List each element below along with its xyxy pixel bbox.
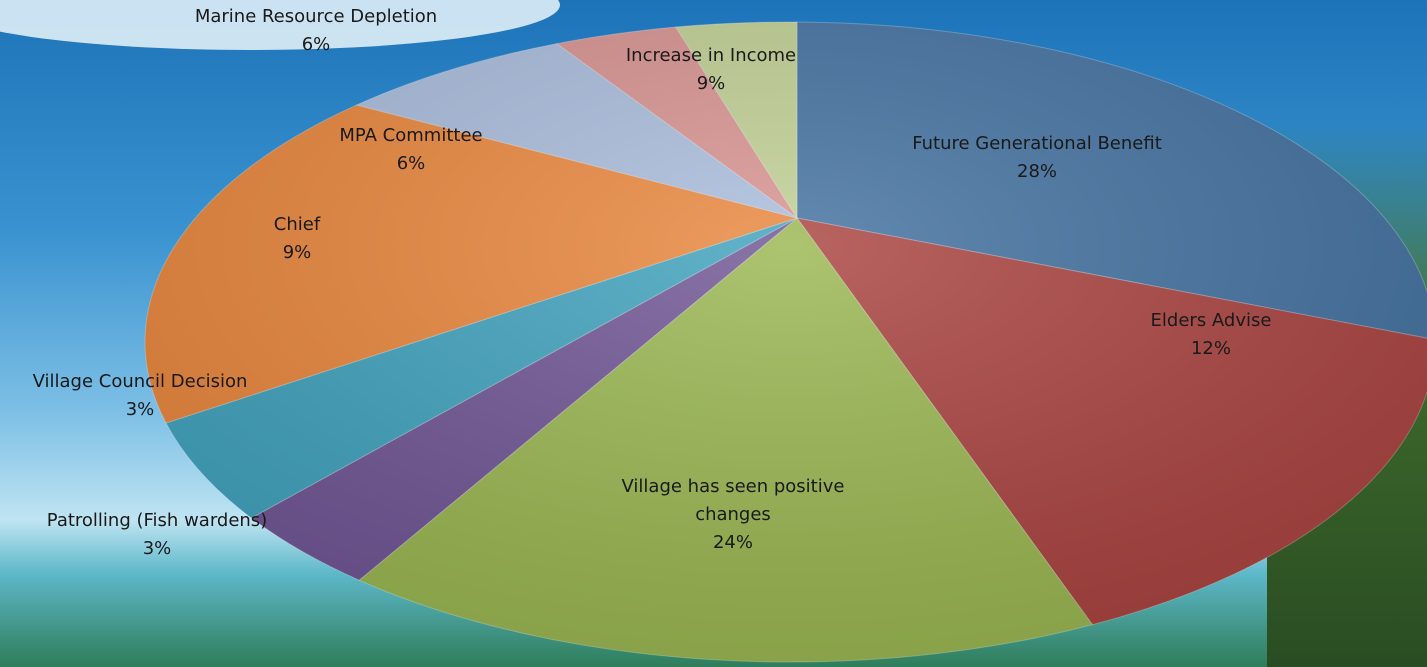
slice-percent: 9% — [282, 242, 312, 263]
slice-percent: 12% — [1190, 338, 1231, 359]
slice-label: Marine Resource Depletion 6% — [195, 3, 437, 59]
slice-percent: 9% — [696, 73, 726, 94]
slice-percent: 3% — [125, 399, 155, 420]
slice-name: Patrolling (Fish wardens) — [46, 510, 268, 531]
slice-label: Elders Advise 12% — [1151, 307, 1272, 363]
slice-label: Increase in Income 9% — [626, 42, 796, 98]
slice-name: Future Generational Benefit — [912, 133, 1162, 154]
slice-label: Future Generational Benefit 28% — [912, 130, 1162, 186]
slice-label: Chief 9% — [274, 211, 320, 267]
slice-label: MPA Committee 6% — [339, 122, 482, 178]
slice-label: Village has seen positive changes 24% — [588, 473, 878, 557]
slice-name: Chief — [273, 214, 321, 235]
slice-percent: 3% — [142, 538, 172, 559]
slice-label: Patrolling (Fish wardens) 3% — [47, 507, 267, 563]
slice-percent: 6% — [301, 34, 331, 55]
slice-name: Village has seen positive changes — [621, 476, 845, 525]
slice-name: Marine Resource Depletion — [194, 6, 438, 27]
slice-percent: 24% — [712, 532, 753, 553]
slice-label: Village Council Decision 3% — [33, 368, 248, 424]
slice-name: MPA Committee — [339, 125, 483, 146]
slice-percent: 28% — [1016, 161, 1058, 182]
slice-name: Elders Advise — [1150, 310, 1272, 331]
slice-name: Increase in Income — [625, 45, 797, 66]
slice-name: Village Council Decision — [32, 371, 248, 392]
slice-percent: 6% — [396, 153, 426, 174]
